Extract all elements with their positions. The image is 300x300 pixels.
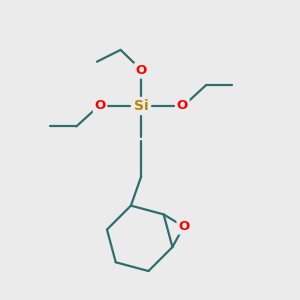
Text: O: O bbox=[136, 64, 147, 77]
Text: Si: Si bbox=[134, 99, 148, 113]
Text: O: O bbox=[94, 99, 106, 112]
Text: O: O bbox=[178, 220, 189, 233]
Text: O: O bbox=[177, 99, 188, 112]
